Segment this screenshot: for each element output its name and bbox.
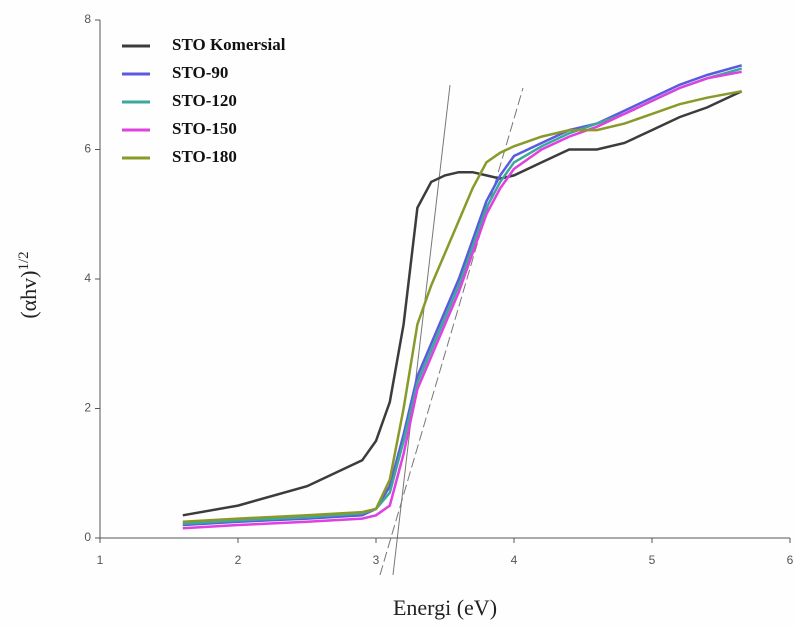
y-tick-label: 2: [84, 401, 91, 415]
legend-label: STO Komersial: [172, 35, 286, 54]
x-tick-label: 2: [235, 553, 242, 567]
y-axis-label-sup: 1/2: [16, 251, 32, 270]
y-axis-label: (αhv)1/2: [16, 251, 41, 318]
x-axis-label: Energi (eV): [393, 595, 497, 620]
x-tick-label: 3: [373, 553, 380, 567]
y-tick-label: 8: [84, 12, 91, 26]
y-tick-label: 4: [84, 271, 91, 285]
legend-label: STO-90: [172, 63, 228, 82]
tangent-line: [392, 84, 451, 576]
x-tick-label: 4: [511, 553, 518, 567]
data-line: [182, 90, 743, 517]
legend-label: STO-180: [172, 147, 237, 166]
data-line: [182, 70, 742, 530]
legend-label: STO-150: [172, 119, 237, 138]
y-tick-label: 0: [84, 530, 91, 544]
data-line: [182, 89, 742, 524]
tangent-line: [379, 87, 524, 576]
x-tick-label: 6: [787, 553, 794, 567]
x-tick-label: 5: [649, 553, 656, 567]
y-axis-label-main: (αhv): [16, 270, 41, 318]
x-tick-label: 1: [97, 553, 104, 567]
legend-label: STO-120: [172, 91, 237, 110]
y-tick-label: 6: [84, 142, 91, 156]
